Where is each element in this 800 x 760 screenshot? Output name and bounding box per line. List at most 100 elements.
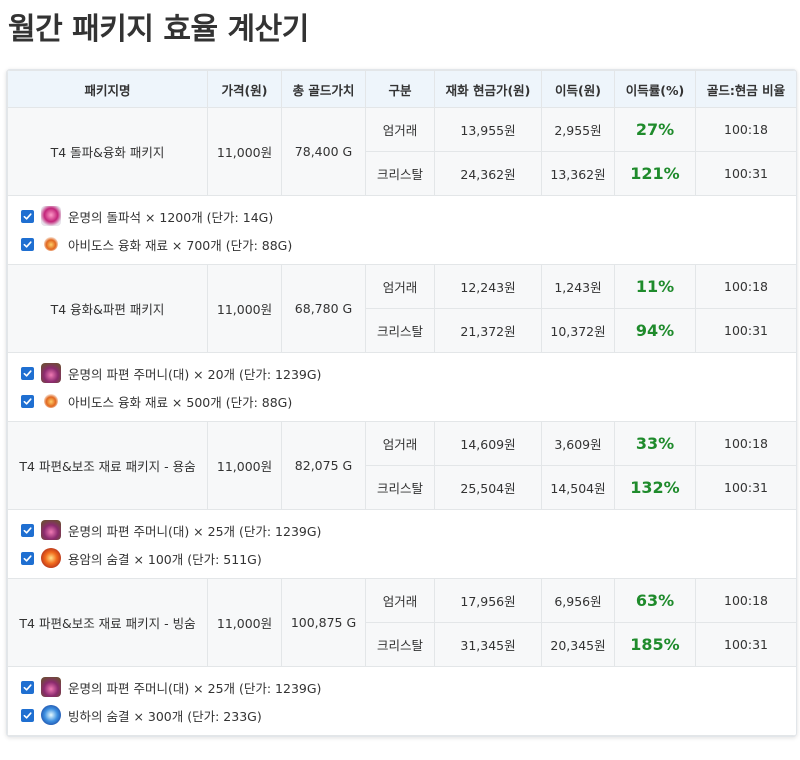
abydos-fusion-material-icon [44,237,58,251]
check-icon [23,554,32,562]
col-header-profit-rate: 이득률(%) [614,70,696,108]
package-price-cell: 11,000원 [207,107,282,196]
type-cell: 크리스탈 [365,308,435,353]
package-name-cell: T4 돌파&융화 패키지 [7,107,208,196]
cash-value-cell: 25,504원 [434,465,542,510]
profit-rate-cell: 121% [614,151,696,196]
package-data-row: T4 파편&보조 재료 패키지 - 빙숨 11,000원 100,875 G 엄거래 1… [7,578,796,667]
package-items-row: 운명의 파편 주머니(대) × 25개 (단가: 1239G) 용암의 숨결 × … [7,509,796,579]
package-table: 패키지명 가격(원) 총 골드가치 구분 재화 현금가(원) 이득(원) 이득률… [7,70,796,736]
profit-rate-cell: 132% [614,465,696,510]
package-gold-value-cell: 100,875 G [281,578,366,667]
cash-value-cell: 31,345원 [434,622,542,667]
package-items-cell: 운명의 파편 주머니(대) × 20개 (단가: 1239G) 아비도스 융화 재… [7,352,796,422]
destiny-shard-pouch-icon [41,520,61,540]
item-line: 빙하의 숨결 × 300개 (단가: 233G) [21,701,796,729]
destiny-breakthrough-stone-icon [41,206,61,226]
package-data-row: T4 돌파&융화 패키지 11,000원 78,400 G 엄거래 13,955원 2,9… [7,107,796,196]
destiny-shard-pouch-icon [41,677,61,697]
item-line: 운명의 파편 주머니(대) × 20개 (단가: 1239G) [21,359,796,387]
profit-cell: 2,955원 [541,107,615,152]
profit-cell: 10,372원 [541,308,615,353]
type-cell: 엄거래 [365,578,435,623]
check-icon [23,711,32,719]
cash-value-cell: 17,956원 [434,578,542,623]
gold-cash-ratio-cell: 100:18 [695,107,796,152]
gold-cash-ratio-cell: 100:31 [695,151,796,196]
profit-cell: 13,362원 [541,151,615,196]
package-name-cell: T4 융화&파편 패키지 [7,264,208,353]
col-header-gold-cash-ratio: 골드:현금 비율 [695,70,796,108]
profit-cell: 1,243원 [541,264,615,309]
profit-rate-cell: 11% [614,264,696,309]
cash-value-cell: 12,243원 [434,264,542,309]
package-data-row: 크리스탈 24,362원 13,362원 121% 100:31 [8,151,796,196]
check-icon [23,526,32,534]
check-icon [23,397,32,405]
package-price-cell: 11,000원 [207,264,282,353]
item-checkbox[interactable] [21,551,34,565]
package-data-row: 크리스탈 31,345원 20,345원 185% 100:31 [8,622,796,667]
package-data-row: 크리스탈 21,372원 10,372원 94% 100:31 [8,308,796,353]
profit-cell: 6,956원 [541,578,615,623]
type-cell: 엄거래 [365,421,435,466]
item-checkbox[interactable] [21,394,34,408]
col-header-type: 구분 [365,70,435,108]
item-line: 용암의 숨결 × 100개 (단가: 511G) [21,544,796,572]
item-line: 운명의 돌파석 × 1200개 (단가: 14G) [21,202,796,230]
col-header-cash-value: 재화 현금가(원) [434,70,542,108]
check-icon [23,369,32,377]
package-items-cell: 운명의 돌파석 × 1200개 (단가: 14G) 아비도스 융화 재료 × 70… [7,195,796,265]
package-items-cell: 운명의 파편 주머니(대) × 25개 (단가: 1239G) 용암의 숨결 × … [7,509,796,579]
cash-value-cell: 14,609원 [434,421,542,466]
package-items-row: 운명의 돌파석 × 1200개 (단가: 14G) 아비도스 융화 재료 × 70… [7,195,796,265]
check-icon [23,683,32,691]
package-price-cell: 11,000원 [207,578,282,667]
gold-cash-ratio-cell: 100:18 [695,421,796,466]
type-cell: 엄거래 [365,264,435,309]
col-header-gold-value: 총 골드가치 [281,70,366,108]
gold-cash-ratio-cell: 100:18 [695,578,796,623]
gold-cash-ratio-cell: 100:31 [695,308,796,353]
item-line: 아비도스 융화 재료 × 500개 (단가: 88G) [21,387,796,415]
package-data-row: T4 파편&보조 재료 패키지 - 용숨 11,000원 82,075 G 엄거래 14… [7,421,796,510]
item-checkbox[interactable] [21,523,34,537]
type-cell: 크리스탈 [365,151,435,196]
cash-value-cell: 13,955원 [434,107,542,152]
item-label: 빙하의 숨결 × 300개 (단가: 233G) [68,708,262,724]
package-table-card: 패키지명 가격(원) 총 골드가치 구분 재화 현금가(원) 이득(원) 이득률… [6,69,797,737]
package-price-cell: 11,000원 [207,421,282,510]
item-checkbox[interactable] [21,366,34,380]
type-cell: 크리스탈 [365,465,435,510]
item-label: 운명의 파편 주머니(대) × 25개 (단가: 1239G) [68,680,322,696]
profit-cell: 14,504원 [541,465,615,510]
item-line: 운명의 파편 주머니(대) × 25개 (단가: 1239G) [21,516,796,544]
glacier-breath-icon [41,705,61,725]
item-checkbox[interactable] [21,680,34,694]
page-title: 월간 패키지 효율 계산기 [8,12,309,47]
lava-breath-icon [41,548,61,568]
package-gold-value-cell: 68,780 G [281,264,366,353]
type-cell: 엄거래 [365,107,435,152]
item-checkbox[interactable] [21,237,34,251]
package-items-cell: 운명의 파편 주머니(대) × 25개 (단가: 1239G) 빙하의 숨결 × … [7,666,796,736]
profit-cell: 20,345원 [541,622,615,667]
package-data-row: T4 융화&파편 패키지 11,000원 68,780 G 엄거래 12,243원 1,2… [7,264,796,353]
cash-value-cell: 21,372원 [434,308,542,353]
item-label: 운명의 파편 주머니(대) × 20개 (단가: 1239G) [68,366,322,382]
item-checkbox[interactable] [21,209,34,223]
item-label: 아비도스 융화 재료 × 500개 (단가: 88G) [68,394,293,410]
profit-rate-cell: 185% [614,622,696,667]
item-line: 아비도스 융화 재료 × 700개 (단가: 88G) [21,230,796,258]
gold-cash-ratio-cell: 100:31 [695,622,796,667]
package-data-row: 크리스탈 25,504원 14,504원 132% 100:31 [8,465,796,510]
col-header-package-name: 패키지명 [7,70,208,108]
item-label: 운명의 파편 주머니(대) × 25개 (단가: 1239G) [68,523,322,539]
profit-rate-cell: 27% [614,107,696,152]
abydos-fusion-material-icon [44,394,58,408]
cash-value-cell: 24,362원 [434,151,542,196]
item-checkbox[interactable] [21,708,34,722]
col-header-price: 가격(원) [207,70,282,108]
package-items-row: 운명의 파편 주머니(대) × 25개 (단가: 1239G) 빙하의 숨결 × … [7,666,796,736]
item-line: 운명의 파편 주머니(대) × 25개 (단가: 1239G) [21,673,796,701]
